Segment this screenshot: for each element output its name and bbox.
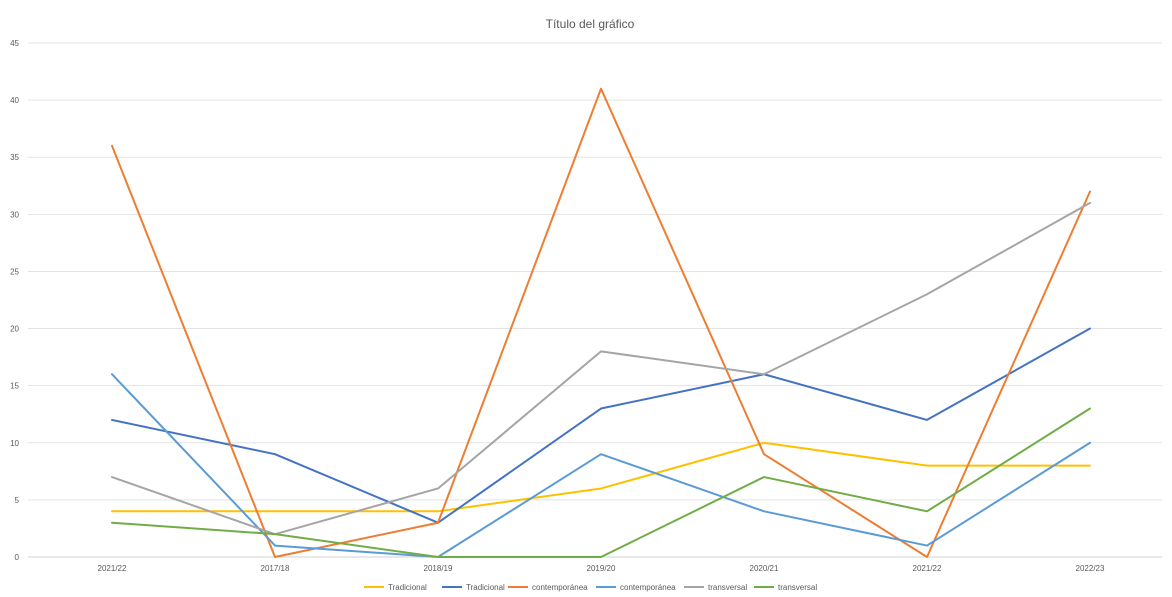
legend-label: Tradicional xyxy=(388,583,427,592)
y-tick-label: 20 xyxy=(10,325,19,334)
gridlines xyxy=(28,42,1162,558)
x-tick-label: 2021/22 xyxy=(98,564,127,573)
y-tick-label: 0 xyxy=(15,553,20,562)
x-tick-label: 2020/21 xyxy=(750,564,779,573)
series-line-5 xyxy=(111,201,1091,536)
y-tick-label: 15 xyxy=(10,382,19,391)
y-tick-label: 30 xyxy=(10,210,19,219)
y-tick-label: 25 xyxy=(10,267,19,276)
legend-label: transversal xyxy=(708,583,747,592)
legend: Tradicional Tradicional contemporánea conte… xyxy=(364,583,817,592)
series-line-2 xyxy=(111,327,1091,524)
legend-label: Tradicional xyxy=(466,583,505,592)
series-line-3 xyxy=(111,87,1091,558)
y-axis-ticks: 0 5 10 15 20 25 30 35 40 45 xyxy=(10,39,19,562)
x-tick-label: 2019/20 xyxy=(587,564,616,573)
x-tick-label: 2018/19 xyxy=(424,564,453,573)
series-line-4 xyxy=(111,373,1091,558)
series-line-1 xyxy=(111,441,1091,513)
y-tick-label: 10 xyxy=(10,439,19,448)
y-tick-label: 40 xyxy=(10,96,19,105)
series-lines xyxy=(111,87,1091,558)
x-tick-label: 2021/22 xyxy=(913,564,942,573)
series-line-6 xyxy=(111,407,1091,558)
legend-label: contemporánea xyxy=(532,583,588,592)
legend-label: contemporánea xyxy=(620,583,676,592)
y-tick-label: 45 xyxy=(10,39,19,48)
y-tick-label: 5 xyxy=(15,496,20,505)
x-axis-ticks: 2021/22 2017/18 2018/19 2019/20 2020/21 2021/… xyxy=(98,564,1105,573)
legend-label: transversal xyxy=(778,583,817,592)
x-tick-label: 2017/18 xyxy=(261,564,290,573)
chart-title: Título del gráfico xyxy=(546,17,635,31)
x-tick-label: 2022/23 xyxy=(1076,564,1105,573)
y-tick-label: 35 xyxy=(10,153,19,162)
